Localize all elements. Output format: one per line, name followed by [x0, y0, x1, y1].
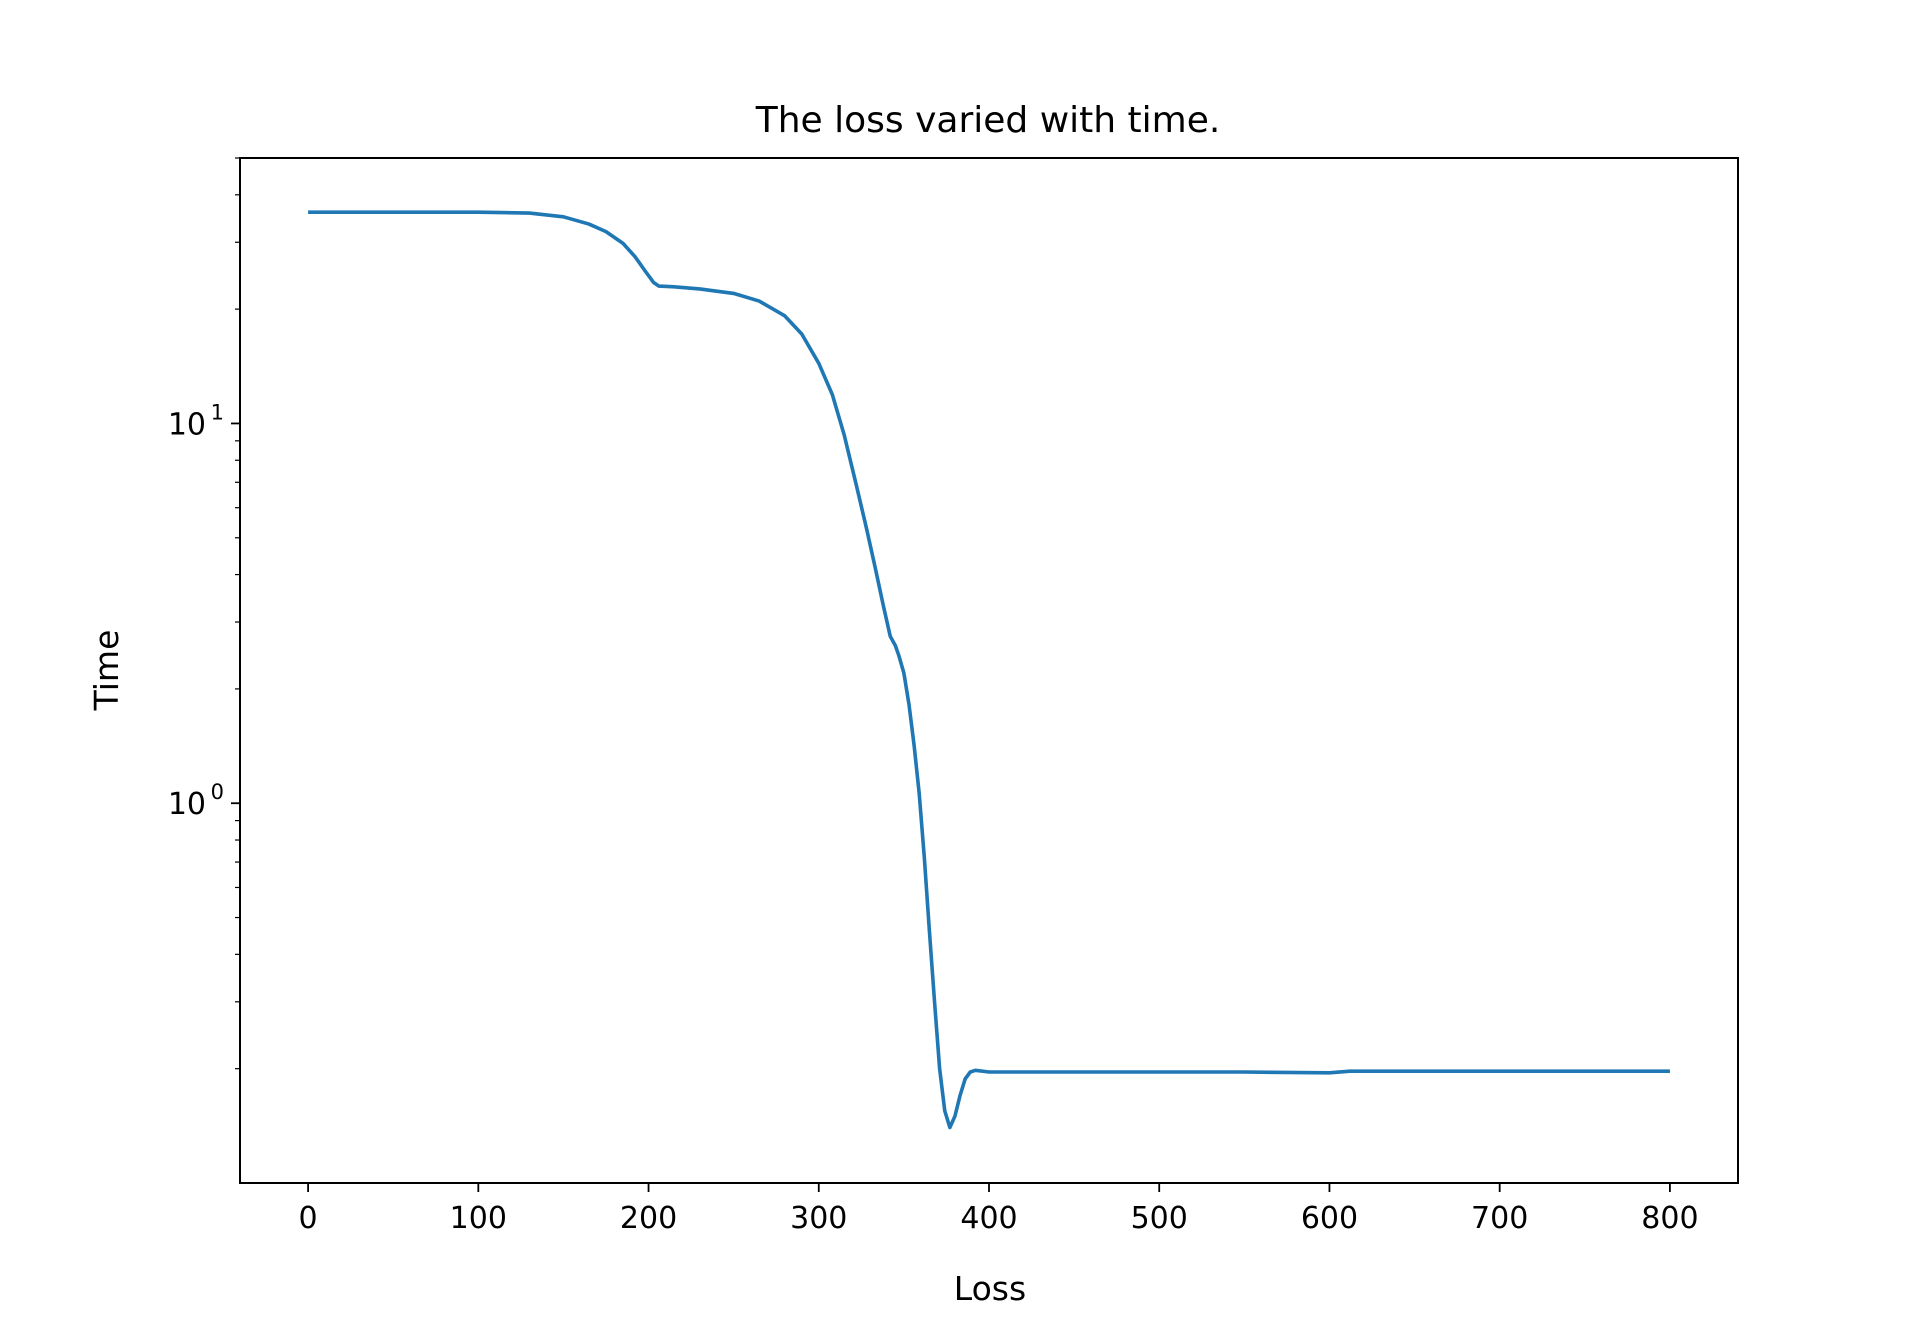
- chart-title: The loss varied with time.: [755, 100, 1221, 141]
- x-tick-label: 700: [1471, 1201, 1528, 1236]
- x-tick-label: 500: [1131, 1201, 1188, 1236]
- x-tick-label: 400: [960, 1201, 1017, 1236]
- y-tick-label: 10: [168, 407, 206, 442]
- series-line: [308, 210, 1670, 1130]
- x-tick-label: 0: [299, 1201, 318, 1236]
- y-axis-label: Time: [87, 630, 126, 712]
- x-tick-label: 200: [620, 1201, 677, 1236]
- x-axis: 0 100 200 300 400 500 600 700 800: [299, 1183, 1699, 1236]
- y-tick-label-exponent: 1: [211, 400, 224, 424]
- y-tick-label-exponent: 0: [211, 780, 224, 804]
- x-axis-label: Loss: [954, 1269, 1026, 1308]
- x-tick-label: 300: [790, 1201, 847, 1236]
- plot-area: [308, 210, 1670, 1130]
- x-tick-label: 600: [1301, 1201, 1358, 1236]
- x-tick-label: 800: [1641, 1201, 1698, 1236]
- y-tick-label: 10: [168, 787, 206, 822]
- x-tick-label: 100: [450, 1201, 507, 1236]
